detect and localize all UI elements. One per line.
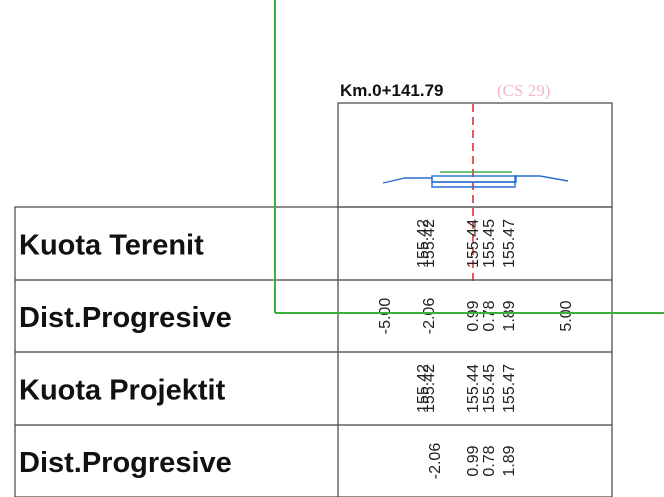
row-value: 1.89 <box>501 445 518 476</box>
row-value: 1.89 <box>501 300 518 331</box>
row-value: 0.99 <box>465 300 482 331</box>
row-value: -2.06 <box>427 443 444 480</box>
section-title: Km.0+141.79 <box>340 81 444 100</box>
row-label: Dist.Progresive <box>19 447 232 479</box>
row-value: 155.42 <box>421 364 438 413</box>
row-value: -2.06 <box>421 298 438 335</box>
row-value: 155.44 <box>465 219 482 268</box>
row-value: 0.78 <box>481 445 498 476</box>
row-label: Kuota Terenit <box>19 230 204 262</box>
row-label: Dist.Progresive <box>19 302 232 334</box>
row-value: 155.42 <box>415 364 432 413</box>
section-frame <box>337 102 613 208</box>
row-value: 155.45 <box>481 364 498 413</box>
cross-section <box>382 175 569 188</box>
row-value: -5.00 <box>377 298 394 335</box>
row-value: 155.44 <box>465 364 482 413</box>
section-code: (CS 29) <box>497 81 550 100</box>
row-value: 155.47 <box>501 364 518 413</box>
row-value: 155.47 <box>501 219 518 268</box>
row-value: 155.42 <box>415 219 432 268</box>
row-value: 0.99 <box>465 445 482 476</box>
row-value: 5.00 <box>558 300 575 331</box>
row-value: 155.45 <box>481 219 498 268</box>
row-value: 0.78 <box>481 300 498 331</box>
row-value: 155.42 <box>421 219 438 268</box>
row-label: Kuota Projektit <box>19 375 226 407</box>
